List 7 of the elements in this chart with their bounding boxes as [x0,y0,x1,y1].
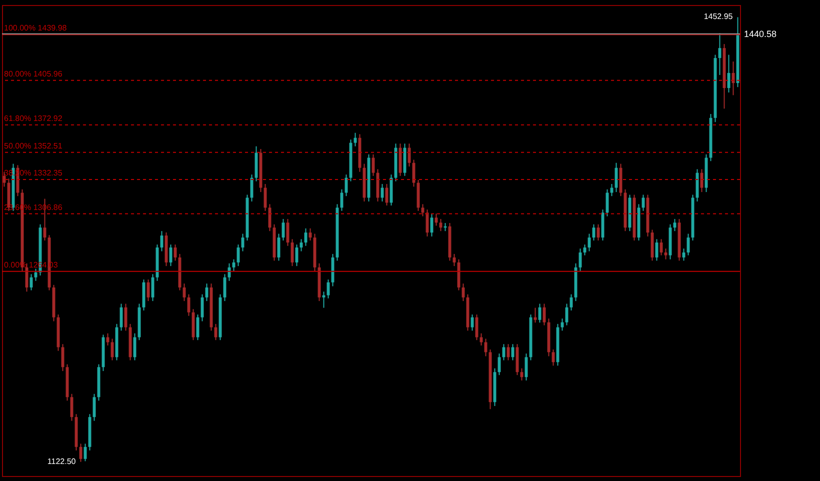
ref-line-label: 100.00% 1439.98 [4,24,68,33]
annotation: 1122.50 [47,456,76,466]
ref-line-label: 80.00% 1405.96 [4,69,63,78]
ref-line-label: 1440.58 [744,28,777,39]
annotation: 1452.95 [704,12,734,22]
ref-line-label: 61.80% 1372.92 [4,114,63,123]
ref-line-label: 50.00% 1352.51 [4,141,63,150]
